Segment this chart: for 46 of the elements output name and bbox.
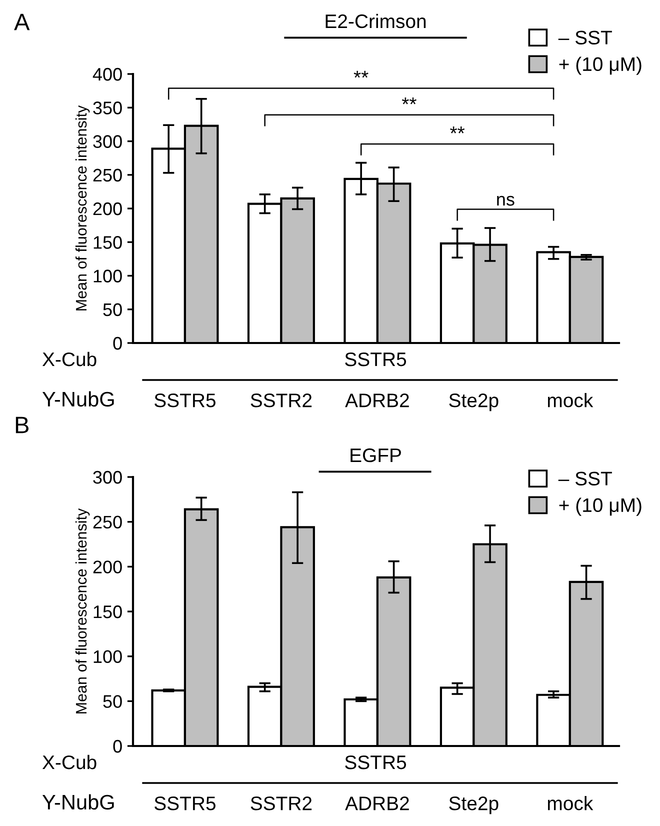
text: SSTR5 [345,352,406,366]
chart-title: EGFP [350,448,401,462]
x-tick-label: Ste2p [449,796,498,814]
y-tick-label: 250 [93,168,122,182]
x-tick-label: SSTR5 [154,796,216,810]
y-tick-label: 350 [93,102,122,114]
y-tick-label: 50 [103,303,122,316]
y-tick-label: 100 [94,650,122,664]
x-tick-label: mock [548,393,594,408]
y-tick-label: 300 [93,135,122,148]
y-tick-label: 400 [92,68,122,81]
y-tick-label: 300 [93,470,122,484]
text: B [16,416,28,434]
y-tick-label: 150 [94,236,122,249]
y-tick-label: 250 [93,516,122,529]
text: Y-NubG [42,794,114,810]
x-tick-label: Ste2p [449,394,498,412]
x-tick-label: ADRB2 [345,796,409,810]
y-tick-label: 200 [93,560,122,574]
legend-label: – SST [558,472,612,486]
x-tick-label: mock [548,796,594,810]
annotation: ns [497,196,514,206]
legend-label: – SST [558,30,612,44]
text: Y-NubG [42,391,114,407]
y-tick-label: 50 [103,695,122,708]
annotation: ** [402,97,416,104]
legend-label: + (10 μM) [559,56,642,75]
y-tick-label: 100 [94,270,122,282]
y-axis-title: Mean of fluorescence intensity [75,105,90,310]
x-tick-label: SSTR2 [250,796,312,810]
annotation: ** [450,126,465,134]
x-tick-label: SSTR2 [250,394,312,408]
text: A [14,14,30,30]
legend-label: + (10 μM) [559,498,642,516]
annotation: ** [354,70,368,78]
y-tick-label: 200 [93,202,122,216]
y-tick-label: 0 [113,740,122,753]
text: X-Cub [42,754,96,770]
y-axis-title: Mean of fluorescence intensity [75,508,90,714]
text: X-Cub [42,352,96,366]
x-tick-label: SSTR5 [154,394,216,408]
text: SSTR5 [345,755,406,770]
y-tick-label: 0 [113,336,122,350]
chart-title: E2-Crimson [326,14,426,28]
y-tick-label: 150 [94,605,122,618]
x-tick-label: ADRB2 [345,394,409,408]
